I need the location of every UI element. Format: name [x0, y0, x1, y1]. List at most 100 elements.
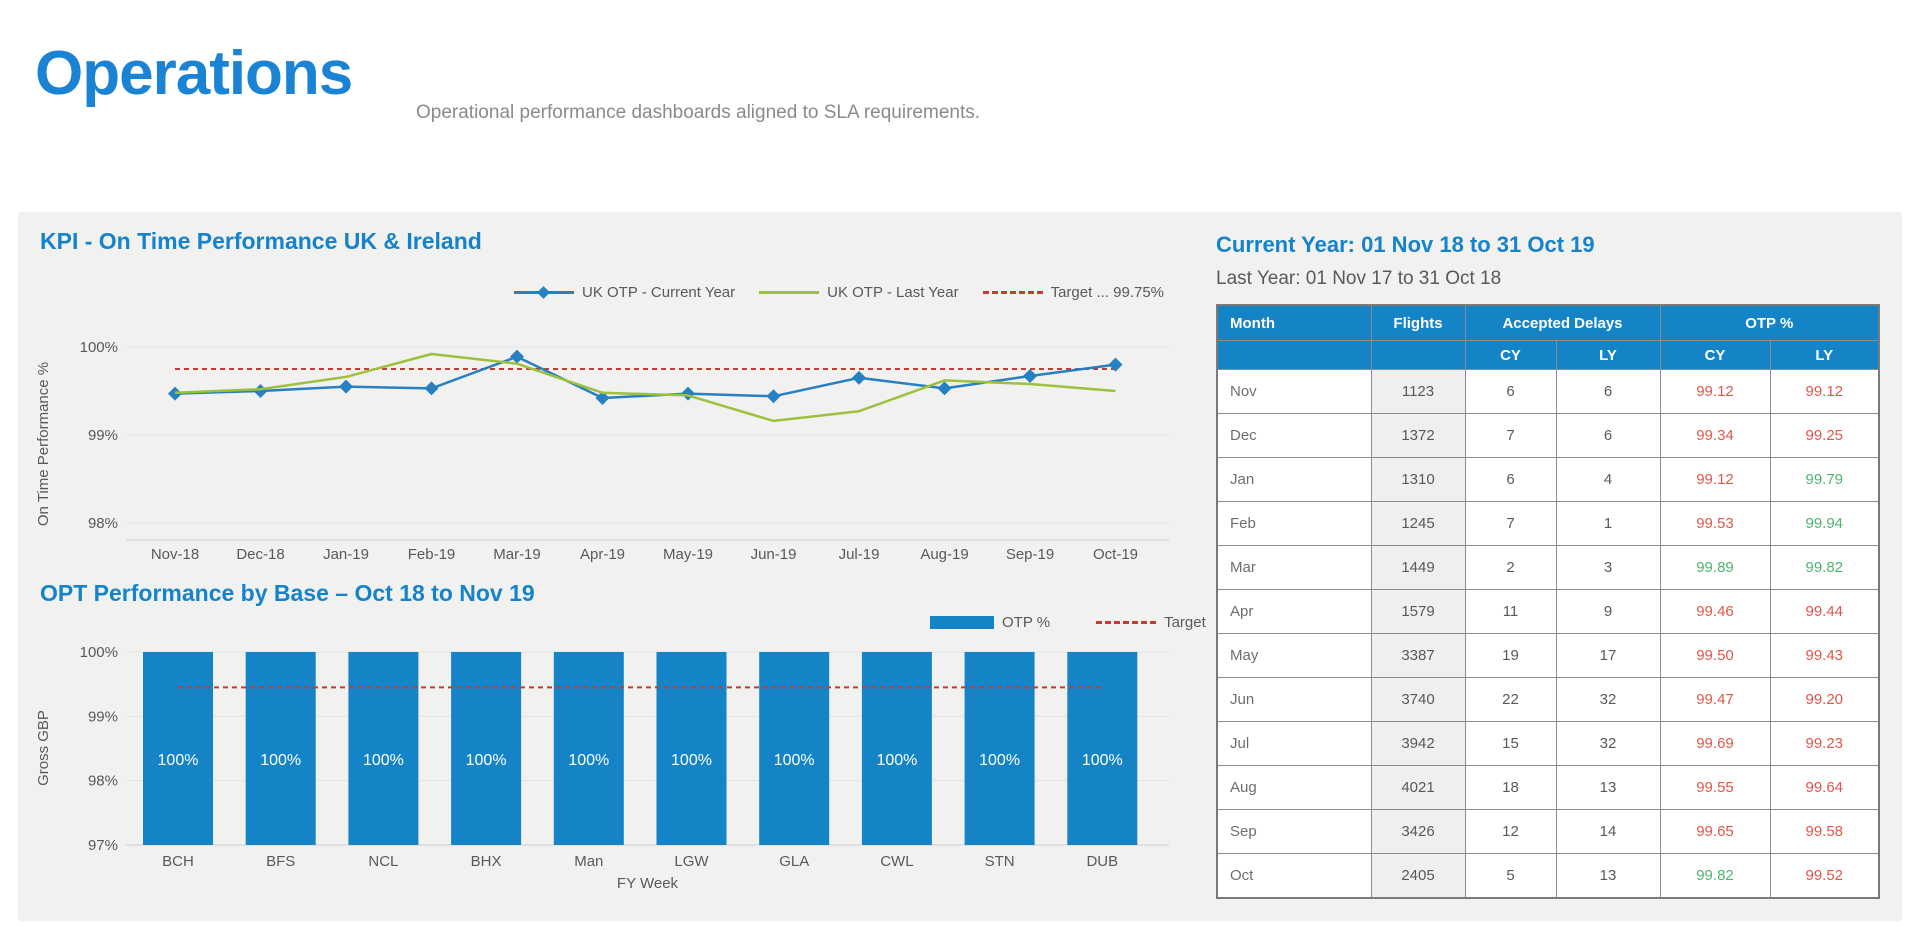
cell-otp-cy: 99.46: [1659, 589, 1771, 634]
bar-ncl: [348, 652, 419, 845]
series-line-last-year: [174, 352, 1116, 423]
legend-item-target[interactable]: Target: [1096, 614, 1206, 631]
legend-item-otp-percent[interactable]: OTP %: [930, 614, 1050, 631]
cell-otp-ly: 99.94: [1769, 501, 1880, 546]
cell-flights: 1449: [1370, 545, 1466, 590]
y-tick-label: 98%: [88, 773, 118, 790]
table-row-mar: Mar 1449 2 3 99.89 99.82: [1216, 545, 1880, 590]
cell-month: Sep: [1216, 809, 1372, 854]
bar-value-label: 100%: [363, 752, 404, 769]
cell-flights: 1245: [1370, 501, 1466, 546]
x-tick-label: Sep-19: [1006, 546, 1054, 563]
table-row-may: May 3387 19 17 99.50 99.43: [1216, 633, 1880, 678]
legend-item-uk-otp-last-year[interactable]: UK OTP - Last Year: [759, 284, 959, 301]
x-tick-label: DUB: [1086, 853, 1118, 870]
cell-otp-cy: 99.55: [1659, 765, 1771, 810]
y-tick-label: 97%: [88, 837, 118, 854]
cell-month: Jan: [1216, 457, 1372, 502]
cell-month: Oct: [1216, 853, 1372, 899]
x-axis-title: FY Week: [617, 875, 679, 892]
last-year-line-swatch: [759, 291, 820, 294]
line-chart-legend: UK OTP - Current Year UK OTP - Last Year T…: [514, 284, 1164, 301]
cell-otp-cy: 99.12: [1659, 457, 1771, 502]
col-subheader-delays-cy: CY: [1464, 340, 1557, 370]
cell-otp-cy: 99.69: [1659, 721, 1771, 766]
legend-label: Target ... 99.75%: [1050, 284, 1164, 301]
cell-otp-cy: 99.50: [1659, 633, 1771, 678]
bar-chart-legend: OTP % Target: [930, 614, 1206, 631]
bar-bch: [143, 652, 213, 845]
cell-flights: 1123: [1370, 369, 1466, 414]
x-tick-label: Man: [574, 853, 603, 870]
table-row-nov: Nov 1123 6 6 99.12 99.12: [1216, 369, 1880, 414]
current-year-line-swatch: [514, 286, 574, 299]
y-tick-label: 98%: [88, 515, 118, 532]
bar-bfs: [245, 652, 316, 845]
cell-flights: 3387: [1370, 633, 1466, 678]
table-row-oct: Oct 2405 5 13 99.82 99.52: [1216, 853, 1880, 899]
legend-item-uk-otp-current-year[interactable]: UK OTP - Current Year: [514, 284, 735, 301]
cell-otp-cy: 99.89: [1659, 545, 1771, 590]
cell-otp-cy: 99.34: [1659, 413, 1771, 458]
data-point-marker: [681, 386, 695, 401]
x-tick-label: Jun-19: [751, 546, 797, 563]
data-point-marker: [1108, 357, 1123, 372]
otp-table-section: Current Year: 01 Nov 18 to 31 Oct 19 Las…: [1216, 232, 1881, 899]
cell-delays-ly: 3: [1555, 545, 1661, 590]
bar-man: [553, 652, 624, 845]
cell-delays-ly: 32: [1555, 677, 1661, 722]
y-tick-label: 99%: [88, 427, 118, 444]
cell-flights: 4021: [1370, 765, 1466, 810]
cell-month: May: [1216, 633, 1372, 678]
cell-delays-ly: 1: [1555, 501, 1661, 546]
cell-otp-ly: 99.58: [1769, 809, 1880, 854]
cell-otp-cy: 99.82: [1659, 853, 1771, 899]
bar-value-label: 100%: [774, 752, 815, 769]
cell-otp-cy: 99.12: [1659, 369, 1771, 414]
table-row-dec: Dec 1372 7 6 99.34 99.25: [1216, 413, 1880, 458]
data-point-marker: [168, 386, 182, 401]
table-row-feb: Feb 1245 7 1 99.53 99.94: [1216, 501, 1880, 546]
table-subtitle-last-year: Last Year: 01 Nov 17 to 31 Oct 18: [1216, 268, 1502, 289]
cell-delays-cy: 5: [1464, 853, 1557, 899]
cell-delays-cy: 15: [1464, 721, 1557, 766]
x-tick-label: Feb-19: [408, 546, 456, 563]
cell-month: Dec: [1216, 413, 1372, 458]
otp-bar-swatch: [930, 616, 994, 629]
cell-delays-cy: 7: [1464, 501, 1557, 546]
cell-flights: 2405: [1370, 853, 1466, 899]
target-dash-swatch: [982, 291, 1043, 294]
bar-lgw: [656, 652, 727, 845]
y-tick-label: 100%: [80, 644, 118, 661]
legend-label: Target: [1164, 614, 1206, 631]
cell-delays-cy: 7: [1464, 413, 1557, 458]
cell-delays-ly: 4: [1555, 457, 1661, 502]
bar-dub: [1067, 652, 1138, 845]
cell-flights: 3740: [1370, 677, 1466, 722]
cell-flights: 3942: [1370, 721, 1466, 766]
y-tick-label: 100%: [80, 339, 118, 356]
legend-item-target[interactable]: Target ... 99.75%: [982, 284, 1164, 301]
x-tick-label: BCH: [162, 853, 194, 870]
data-point-marker: [339, 379, 353, 394]
data-point-marker: [595, 391, 610, 406]
table-row-jul: Jul 3942 15 32 99.69 99.23: [1216, 721, 1880, 766]
table-row-sep: Sep 3426 12 14 99.65 99.58: [1216, 809, 1880, 854]
cell-delays-cy: 12: [1464, 809, 1557, 854]
data-point-marker: [1023, 369, 1037, 384]
charts-canvas: 100% 99% 98% Nov-18 Dec-18 Jan-19 Feb-19 Mar-19…: [35, 339, 1169, 892]
x-tick-label: Aug-19: [920, 546, 968, 563]
x-tick-label: NCL: [368, 853, 398, 870]
cell-delays-ly: 6: [1555, 369, 1661, 414]
col-header-otp: OTP %: [1659, 304, 1880, 341]
col-subheader-delays-ly: LY: [1555, 340, 1661, 370]
cell-delays-cy: 2: [1464, 545, 1557, 590]
page-title: Operations: [35, 39, 353, 108]
table-row-apr: Apr 1579 11 9 99.46 99.44: [1216, 589, 1880, 634]
x-tick-label: BFS: [266, 853, 295, 870]
cell-delays-ly: 14: [1555, 809, 1661, 854]
x-tick-label: BHX: [471, 853, 502, 870]
cell-otp-ly: 99.79: [1769, 457, 1880, 502]
col-header-empty: [1370, 340, 1466, 370]
table-row-jun: Jun 3740 22 32 99.47 99.20: [1216, 677, 1880, 722]
